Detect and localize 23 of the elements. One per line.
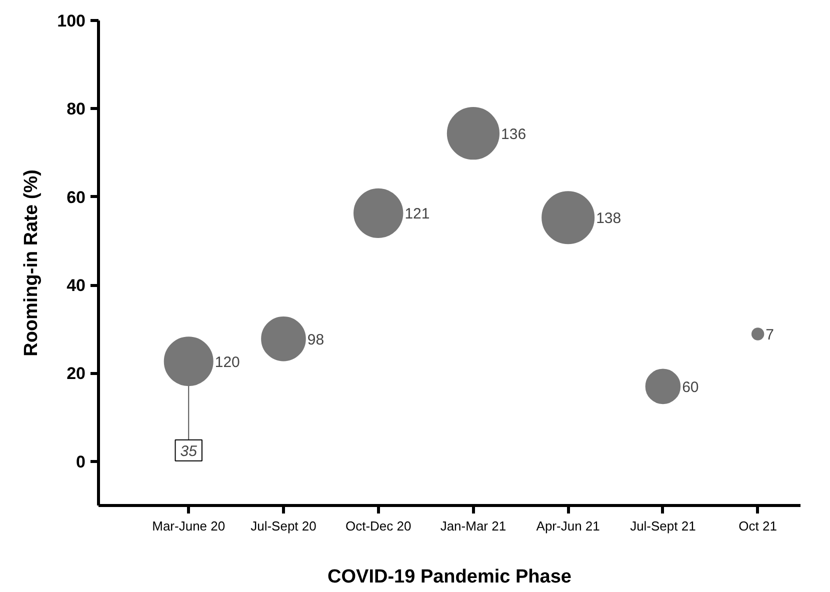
data-label: 7	[766, 326, 774, 344]
y-tick-label: 20	[66, 364, 86, 384]
x-tick-label: Mar-June 20	[152, 518, 226, 534]
y-tick-label: 60	[66, 188, 86, 207]
annotation: 35	[180, 442, 198, 460]
x-tick-label: Jul-Sept 21	[630, 518, 696, 534]
y-tick-label: 100	[57, 12, 86, 30]
data-label: 138	[596, 210, 622, 228]
data-label: 120	[214, 354, 240, 371]
x-tick-label: Apr-Jun 21	[536, 518, 600, 534]
data-label: 136	[501, 126, 526, 143]
y-tick-label: 0	[76, 452, 86, 472]
y-axis-title: Rooming-in Rate (%)	[21, 170, 42, 356]
data-label: 121	[404, 206, 430, 223]
x-axis-title: COVID-19 Pandemic Phase	[328, 566, 572, 588]
x-tick-label: Oct-Dec 20	[345, 518, 412, 534]
y-tick-label: 80	[66, 100, 86, 119]
data-label: 98	[307, 331, 324, 348]
data-label: 60	[682, 378, 699, 396]
x-tick-label: Jul-Sept 20	[250, 518, 316, 534]
x-tick-label: Jan-Mar 21	[440, 518, 506, 534]
x-tick-label: Oct 21	[738, 518, 777, 534]
y-tick-label: 40	[66, 276, 86, 296]
